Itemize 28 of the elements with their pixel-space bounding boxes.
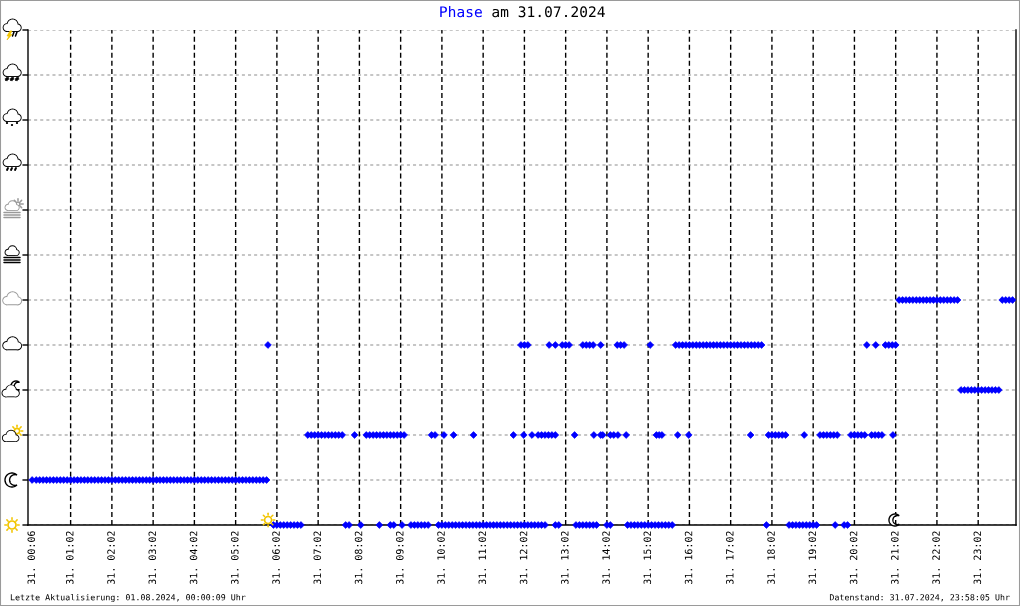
x-tick-label: 31. 13:02: [561, 531, 569, 585]
x-tick-label: 31. 10:02: [437, 531, 445, 585]
x-tick-label: 31. 11:02: [478, 531, 487, 585]
x-tick-label: 31. 18:02: [767, 531, 775, 585]
x-tick-label: 31. 03:02: [148, 531, 157, 585]
x-tick-label: 31. 12:02: [519, 531, 528, 585]
text: Letzte Aktualisierung: 01.08.2024, 00:00:09 Uhr: [10, 593, 246, 603]
x-tick-label: 31. 06:02: [272, 531, 280, 585]
x-tick-label: 31. 09:02: [396, 531, 404, 585]
x-tick-label: 31. 01:02: [65, 531, 74, 585]
text: Phase: [440, 5, 482, 18]
x-tick-label: 31. 07:02: [313, 531, 322, 585]
x-tick-label: 31. 15:02: [643, 531, 652, 585]
x-tick-label: 31. 04:02: [189, 531, 198, 585]
x-tick-label: 31. 21:02: [891, 531, 899, 585]
x-tick-label: 31. 14:02: [602, 531, 610, 585]
x-tick-label: 31. 05:02: [231, 531, 239, 585]
x-tick-label: 31. 00:06: [27, 531, 36, 585]
x-tick-label: 31. 22:02: [932, 531, 940, 585]
x-tick-label: 31. 17:02: [726, 531, 734, 585]
x-tick-label: 31. 23:02: [973, 531, 982, 585]
x-tick-label: 31. 20:02: [849, 531, 858, 585]
x-tick-label: 31. 02:02: [107, 531, 115, 585]
x-tick-label: 31. 16:02: [684, 531, 693, 585]
x-tick-label: 31. 08:02: [354, 531, 363, 585]
x-tick-label: 31. 19:02: [808, 531, 817, 585]
text: Datenstand: 31.07.2024, 23:58:05 Uhr: [829, 593, 1010, 602]
chart-title: am 31.07.2024: [492, 6, 605, 18]
